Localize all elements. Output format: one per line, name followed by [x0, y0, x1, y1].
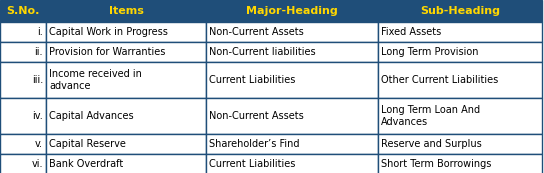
Text: v.: v.	[35, 139, 43, 149]
Bar	[206, 0, 378, 22]
Bar	[46, 98, 206, 134]
Bar	[206, 62, 378, 98]
Bar	[0, 62, 46, 98]
Bar	[378, 62, 542, 98]
Text: Reserve and Surplus: Reserve and Surplus	[381, 139, 482, 149]
Bar	[378, 22, 542, 42]
Text: ii.: ii.	[34, 47, 43, 57]
Bar	[0, 0, 46, 22]
Text: Long Term Provision: Long Term Provision	[381, 47, 479, 57]
Text: Fixed Assets: Fixed Assets	[381, 27, 441, 37]
Text: Short Term Borrowings: Short Term Borrowings	[381, 159, 491, 169]
Text: Major-Heading: Major-Heading	[246, 6, 338, 16]
Bar	[46, 42, 206, 62]
Bar	[46, 62, 206, 98]
Text: Non-Current Assets: Non-Current Assets	[209, 27, 304, 37]
Bar	[206, 154, 378, 173]
Text: Provision for Warranties: Provision for Warranties	[49, 47, 165, 57]
Text: Bank Overdraft: Bank Overdraft	[49, 159, 123, 169]
Bar	[378, 42, 542, 62]
Text: Sub-Heading: Sub-Heading	[420, 6, 500, 16]
Text: iv.: iv.	[32, 111, 43, 121]
Text: Items: Items	[109, 6, 144, 16]
Text: Shareholder’s Find: Shareholder’s Find	[209, 139, 300, 149]
Text: i.: i.	[37, 27, 43, 37]
Bar	[46, 0, 206, 22]
Text: Other Current Liabilities: Other Current Liabilities	[381, 75, 498, 85]
Bar	[378, 0, 542, 22]
Bar	[206, 134, 378, 154]
Bar	[46, 154, 206, 173]
Bar	[46, 22, 206, 42]
Bar	[0, 22, 46, 42]
Bar	[46, 134, 206, 154]
Bar	[0, 154, 46, 173]
Text: S.No.: S.No.	[7, 6, 40, 16]
Text: Non-Current liabilities: Non-Current liabilities	[209, 47, 316, 57]
Text: Capital Advances: Capital Advances	[49, 111, 134, 121]
Bar	[206, 22, 378, 42]
Text: Income received in
advance: Income received in advance	[49, 69, 142, 91]
Text: Long Term Loan And
Advances: Long Term Loan And Advances	[381, 105, 480, 127]
Bar	[378, 134, 542, 154]
Bar	[206, 42, 378, 62]
Text: vi.: vi.	[32, 159, 43, 169]
Bar	[0, 98, 46, 134]
Text: Current Liabilities: Current Liabilities	[209, 75, 295, 85]
Text: Capital Reserve: Capital Reserve	[49, 139, 126, 149]
Bar	[0, 42, 46, 62]
Text: iii.: iii.	[32, 75, 43, 85]
Text: Capital Work in Progress: Capital Work in Progress	[49, 27, 168, 37]
Bar	[0, 134, 46, 154]
Bar	[378, 98, 542, 134]
Text: Current Liabilities: Current Liabilities	[209, 159, 295, 169]
Bar	[378, 154, 542, 173]
Bar	[206, 98, 378, 134]
Text: Non-Current Assets: Non-Current Assets	[209, 111, 304, 121]
